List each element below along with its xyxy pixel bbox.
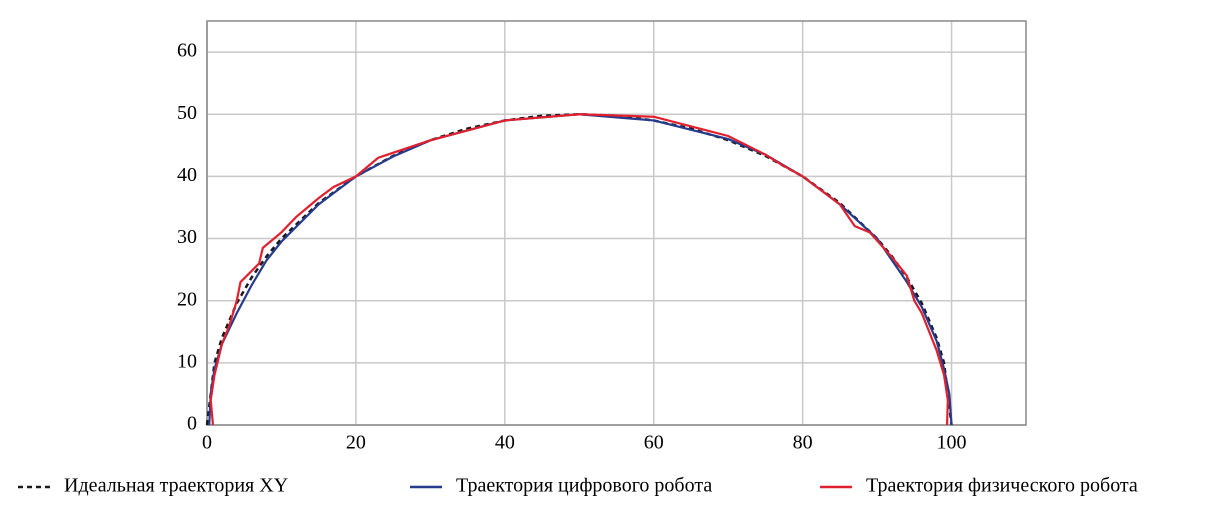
legend-label: Траектория цифрового робота — [456, 475, 712, 497]
plot-area — [207, 21, 1026, 425]
legend-label: Траектория физического робота — [866, 475, 1138, 497]
x-tick-label: 0 — [202, 432, 212, 454]
y-tick-label: 50 — [177, 102, 197, 124]
y-tick-label: 0 — [187, 413, 197, 435]
y-tick-label: 10 — [177, 350, 197, 372]
y-tick-label: 30 — [177, 226, 197, 248]
x-tick-label: 40 — [495, 432, 515, 454]
y-tick-label: 40 — [177, 164, 197, 186]
plot-border — [206, 20, 1027, 426]
x-tick-label: 20 — [346, 432, 366, 454]
x-tick-label: 100 — [937, 432, 967, 454]
x-tick-label: 80 — [793, 432, 813, 454]
series-line — [209, 113, 949, 426]
legend-label: Идеальная траектория XY — [64, 475, 288, 497]
y-tick-label: 20 — [177, 288, 197, 310]
y-tick-label: 60 — [177, 40, 197, 62]
x-tick-label: 60 — [644, 432, 664, 454]
